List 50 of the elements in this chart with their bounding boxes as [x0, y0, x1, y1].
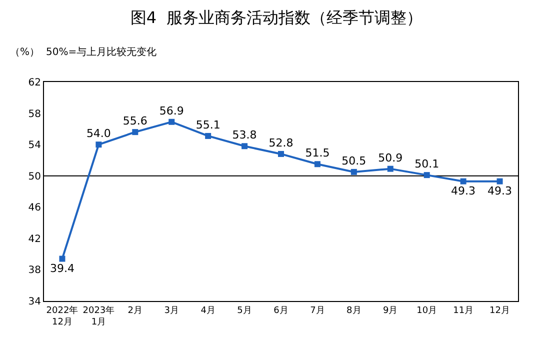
point	[424, 172, 430, 178]
y-tick-label: 50	[28, 171, 41, 182]
point	[278, 150, 284, 157]
data-label: 49.3	[488, 184, 512, 198]
data-label: 53.8	[232, 128, 257, 142]
x-tick-label: 7月	[310, 306, 325, 316]
point	[168, 118, 175, 125]
y-axis-title: （%）	[10, 47, 40, 58]
point	[460, 178, 466, 184]
data-label: 51.5	[305, 146, 330, 160]
data-label: 55.1	[196, 118, 220, 132]
x-tick-label: 5月	[237, 306, 252, 316]
point	[387, 166, 394, 172]
y-tick-label: 58	[28, 108, 41, 120]
point	[350, 168, 357, 175]
x-tick-label: 11月	[453, 306, 474, 316]
data-label: 54.0	[86, 127, 111, 140]
point	[96, 142, 102, 148]
x-tick-label: 4月	[200, 306, 216, 316]
x-tick-label: 3月	[164, 306, 179, 316]
data-label: 52.8	[268, 136, 294, 150]
point	[132, 129, 138, 136]
y-tick-label: 42	[28, 234, 41, 245]
y-tick-label: 38	[28, 265, 41, 276]
data-label: 50.1	[414, 158, 440, 171]
data-label: 50.9	[378, 151, 403, 164]
y-tick-label: 46	[28, 202, 41, 214]
point	[205, 132, 212, 139]
data-label: 50.5	[342, 154, 366, 168]
x-tick-label: 12月	[490, 306, 510, 316]
x-tick-label: 6月	[274, 306, 288, 316]
chart-title: 图4 服务业商务活动指数（经季节调整）	[130, 8, 423, 28]
x-tick-label: 2月	[128, 306, 143, 316]
y-tick-label: 62	[28, 78, 41, 88]
data-label: 49.3	[451, 184, 476, 198]
data-label: 55.6	[122, 114, 148, 128]
point	[496, 178, 503, 184]
point	[314, 161, 320, 168]
y-tick-label: 54	[28, 140, 41, 152]
x-tick-label: 10月	[416, 306, 438, 316]
y-tick-label: 34	[28, 296, 41, 308]
x-tick-label: 8月	[346, 306, 362, 316]
x-tick-label: 2023年 1月	[82, 304, 115, 328]
point	[59, 256, 66, 262]
x-tick-label: 9月	[383, 306, 398, 316]
text: 50%=与上月比较无变化	[46, 46, 157, 58]
x-tick-label: 2022年 12月	[46, 304, 78, 328]
point	[242, 143, 248, 150]
data-label: 56.9	[159, 104, 184, 118]
data-label: 39.4	[50, 262, 74, 275]
